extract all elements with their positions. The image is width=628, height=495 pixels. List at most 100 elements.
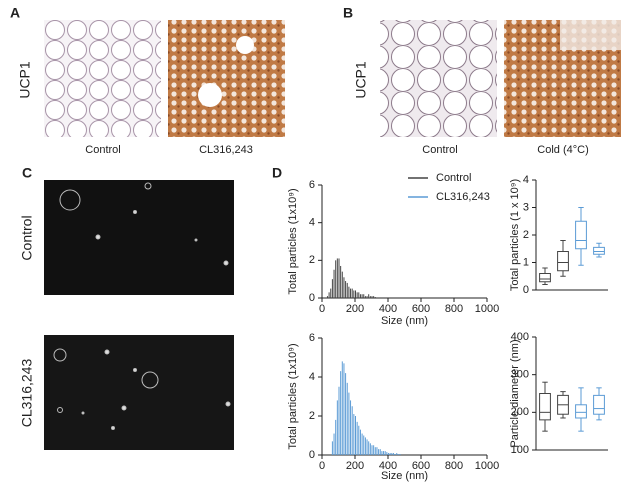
- histology-image: [168, 20, 285, 137]
- panel-letter: D: [272, 165, 282, 181]
- histogram-bar: [394, 454, 396, 455]
- histogram-bar: [399, 454, 401, 455]
- histogram-bar: [351, 406, 353, 455]
- histogram-bar: [331, 279, 333, 298]
- y-tick-label: 200: [511, 406, 529, 418]
- box: [575, 220, 587, 250]
- box: [539, 393, 551, 421]
- panel-letter: A: [10, 5, 20, 21]
- x-tick-label: 600: [412, 303, 430, 315]
- box: [575, 404, 587, 419]
- x-tick-label: 200: [346, 303, 364, 315]
- histogram-bar: [359, 429, 361, 455]
- y-tick-label: 3: [523, 201, 529, 213]
- histogram-bar: [336, 258, 338, 298]
- image-label: CL316,243: [19, 359, 35, 428]
- histogram-bar: [378, 449, 380, 455]
- x-tick-label: 200: [346, 460, 364, 472]
- stain-label: UCP1: [17, 61, 33, 99]
- histogram-bar: [388, 453, 389, 455]
- image-label: Control: [422, 144, 457, 156]
- histogram-bar: [381, 451, 383, 455]
- legend-label: Control: [436, 172, 471, 184]
- histogram-bar: [366, 296, 368, 298]
- histogram-bar: [333, 433, 335, 455]
- histogram-bar: [373, 296, 375, 298]
- x-tick-label: 1000: [475, 460, 499, 472]
- y-axis-label: Total particles (1x10⁹): [287, 188, 299, 294]
- histogram-bar: [338, 386, 340, 455]
- histogram-bar: [328, 292, 330, 298]
- histogram-bar: [340, 371, 342, 455]
- histogram-bar: [384, 451, 386, 455]
- histogram-bar: [350, 400, 352, 455]
- y-tick-label: 4: [309, 217, 315, 229]
- y-axis-label: Total particles (1 x 10⁹): [509, 179, 521, 291]
- y-tick-label: 0: [309, 449, 315, 461]
- histogram-bar: [374, 297, 376, 298]
- x-tick-label: 400: [379, 460, 397, 472]
- x-tick-label: 400: [379, 303, 397, 315]
- x-tick-label: 600: [412, 460, 430, 472]
- histogram-bar: [368, 294, 370, 298]
- y-tick-label: 0: [523, 284, 529, 296]
- histology-image: [44, 20, 161, 137]
- y-tick-label: 4: [309, 371, 315, 383]
- histogram-bar: [348, 392, 350, 455]
- box: [539, 273, 551, 283]
- histogram-bar: [326, 296, 328, 298]
- histogram-bar: [361, 294, 363, 298]
- histogram-bar: [343, 277, 345, 298]
- histogram-bar: [361, 433, 363, 455]
- histogram-bar: [389, 453, 391, 455]
- image-label: Control: [19, 215, 35, 260]
- y-axis-label: Total particles (1x10⁹): [287, 343, 299, 449]
- x-axis-label: Size (nm): [381, 470, 428, 482]
- histogram-bar: [355, 416, 356, 455]
- histogram-bar: [397, 454, 399, 455]
- histogram-bar: [338, 258, 340, 298]
- histogram-bar: [373, 445, 375, 455]
- histology-region: [560, 20, 621, 50]
- y-tick-label: 2: [309, 254, 315, 266]
- histogram-bar: [341, 271, 343, 298]
- box: [557, 251, 569, 272]
- y-tick-label: 2: [523, 229, 529, 241]
- image-label: CL316,243: [199, 144, 253, 156]
- y-tick-label: 1: [523, 256, 529, 268]
- histogram-bar: [369, 443, 371, 455]
- y-tick-label: 0: [309, 292, 315, 304]
- histogram-bar: [353, 414, 355, 455]
- lipid-droplet: [236, 36, 254, 54]
- histogram-bar: [348, 286, 350, 298]
- histogram-bar: [345, 373, 347, 455]
- histogram-bar: [383, 451, 385, 455]
- histogram-bar: [369, 296, 371, 298]
- x-axis-label: Size (nm): [381, 315, 428, 327]
- x-tick-label: 0: [319, 460, 325, 472]
- panel-letter: B: [343, 5, 353, 21]
- y-tick-label: 4: [523, 174, 529, 186]
- histogram-bar: [363, 435, 365, 455]
- histogram-bar: [353, 290, 355, 298]
- box: [593, 394, 605, 415]
- histogram-bar: [335, 419, 337, 455]
- histogram-bar: [376, 447, 378, 455]
- histogram-bar: [363, 294, 365, 298]
- histogram-bar: [386, 452, 388, 455]
- y-tick-label: 100: [511, 444, 529, 456]
- histogram-bar: [346, 282, 348, 298]
- x-tick-label: 1000: [475, 303, 499, 315]
- histogram-bar: [351, 288, 353, 298]
- histogram-bar: [371, 296, 373, 298]
- histogram-bar: [366, 439, 368, 455]
- histogram-bar: [391, 453, 393, 455]
- histogram-bar: [333, 269, 335, 298]
- histogram-bar: [331, 441, 333, 455]
- histogram-bar: [374, 447, 376, 455]
- histogram-bar: [364, 437, 366, 455]
- histogram-bar: [356, 292, 358, 298]
- particles: [53, 182, 231, 430]
- x-tick-label: 0: [319, 303, 325, 315]
